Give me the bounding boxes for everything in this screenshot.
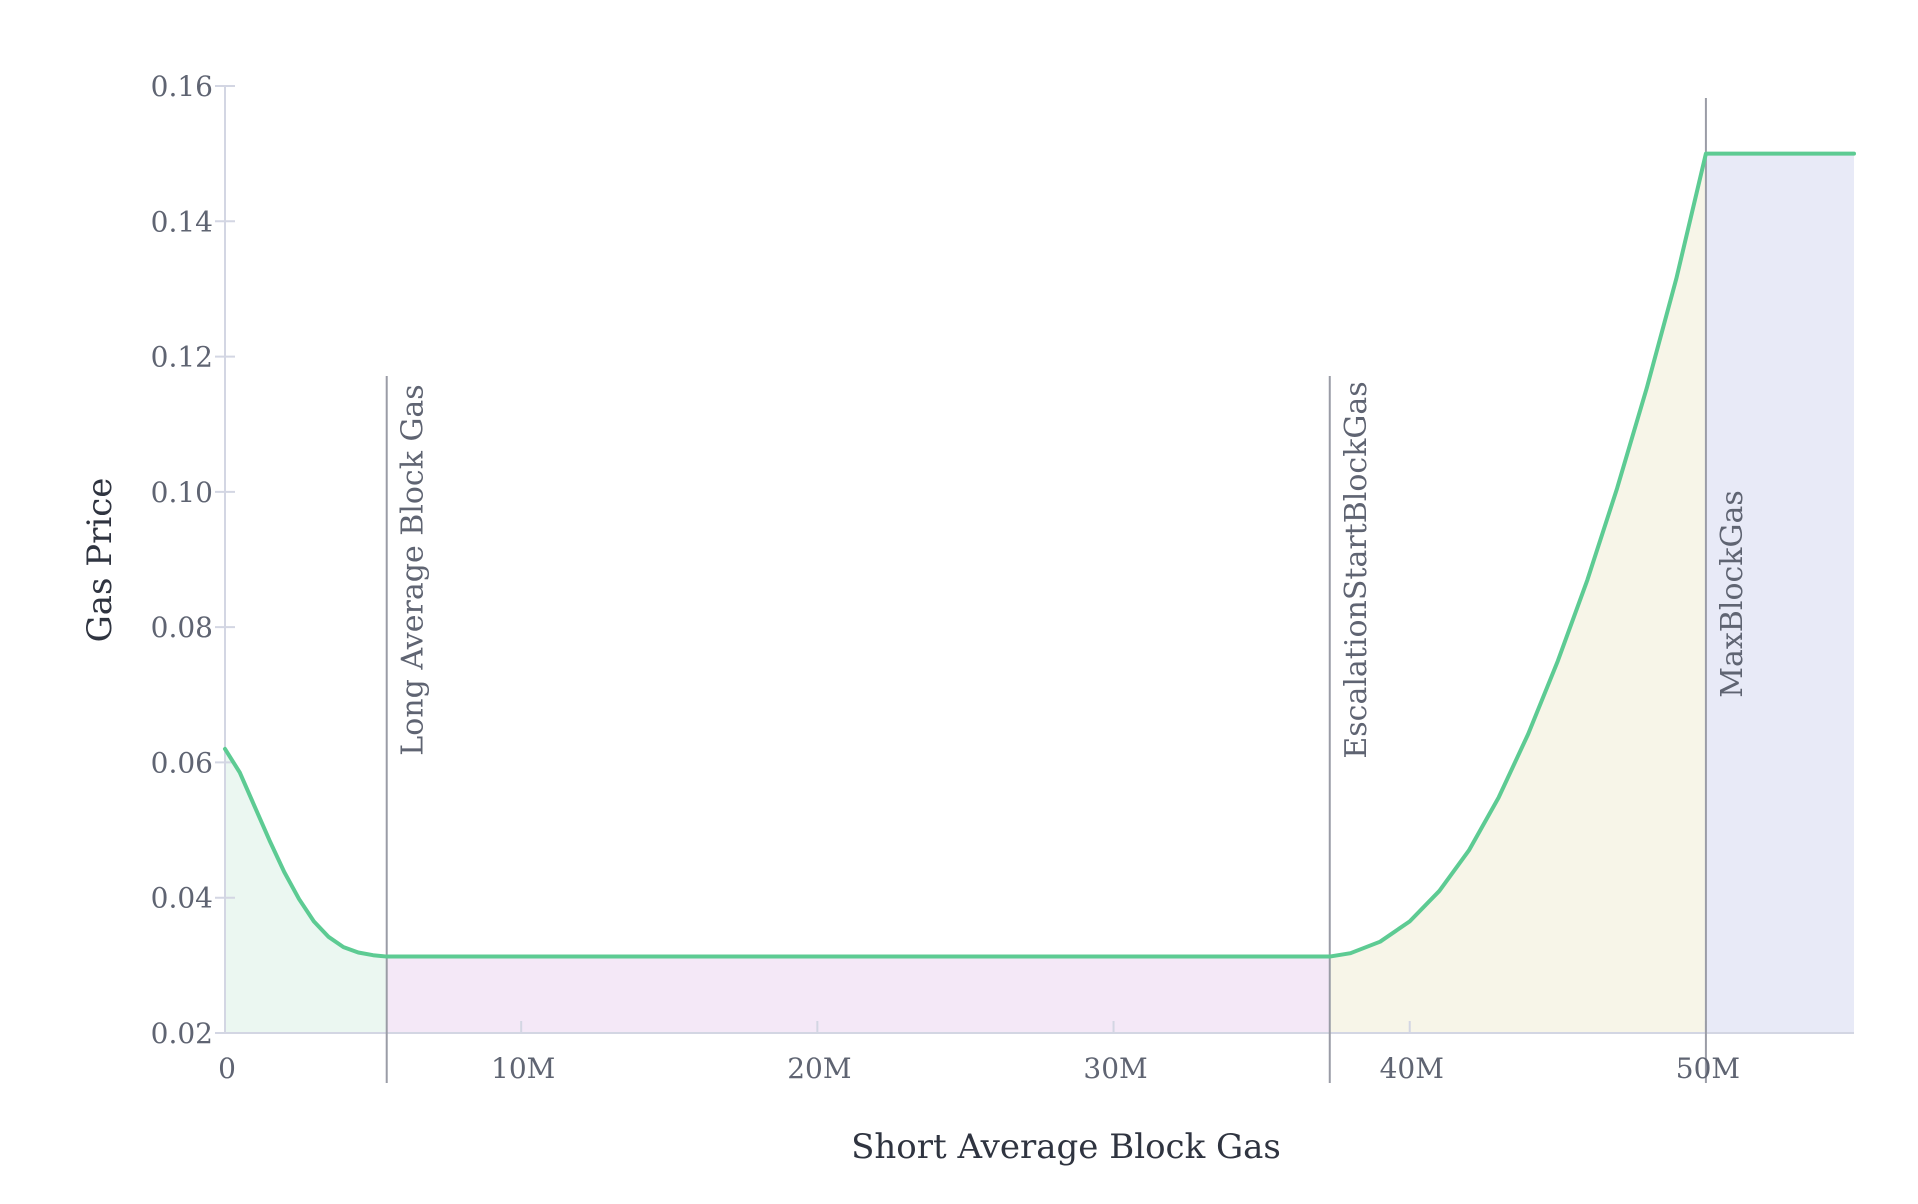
y-tick-label: 0.10 bbox=[151, 476, 213, 509]
y-axis-title: Gas Price bbox=[80, 478, 120, 643]
x-tick-label: 40M bbox=[1380, 1052, 1444, 1085]
x-tick-label: 50M bbox=[1676, 1052, 1740, 1085]
threshold-markers: Long Average Block Gas EscalationStartBlo… bbox=[385, 98, 1750, 1083]
threshold-label: EscalationStartBlockGas bbox=[1339, 381, 1374, 758]
region-4 bbox=[1705, 153, 1854, 1033]
y-tick-label: 0.12 bbox=[151, 341, 213, 374]
region-2 bbox=[386, 956, 1330, 1033]
y-tick-label: 0.14 bbox=[151, 205, 213, 238]
y-tick-label: 0.16 bbox=[151, 70, 213, 103]
threshold-label: MaxBlockGas bbox=[1715, 490, 1750, 697]
shaded-regions bbox=[225, 153, 1854, 1033]
series-layer bbox=[223, 151, 1856, 959]
region-1 bbox=[225, 748, 387, 1033]
region-3 bbox=[1329, 153, 1706, 1033]
x-tick-label: 30M bbox=[1083, 1052, 1147, 1085]
axes bbox=[215, 85, 1854, 1034]
y-tick-label: 0.06 bbox=[151, 746, 213, 779]
x-axis-title: Short Average Block Gas bbox=[851, 1127, 1281, 1167]
y-tick-label: 0.02 bbox=[151, 1017, 213, 1050]
y-tick-label: 0.04 bbox=[151, 882, 213, 915]
x-tick-label: 20M bbox=[787, 1052, 851, 1085]
x-tick-label: 10M bbox=[491, 1052, 555, 1085]
y-tick-label: 0.08 bbox=[151, 611, 213, 644]
threshold-label: Long Average Block Gas bbox=[396, 384, 431, 755]
gas-price-line bbox=[223, 151, 1856, 959]
tick-labels: 0.02 0.04 0.06 0.08 0.10 0.12 0.14 0.16 0 10M 20M 3… bbox=[151, 70, 1740, 1085]
x-tick-label: 0 bbox=[218, 1052, 236, 1085]
